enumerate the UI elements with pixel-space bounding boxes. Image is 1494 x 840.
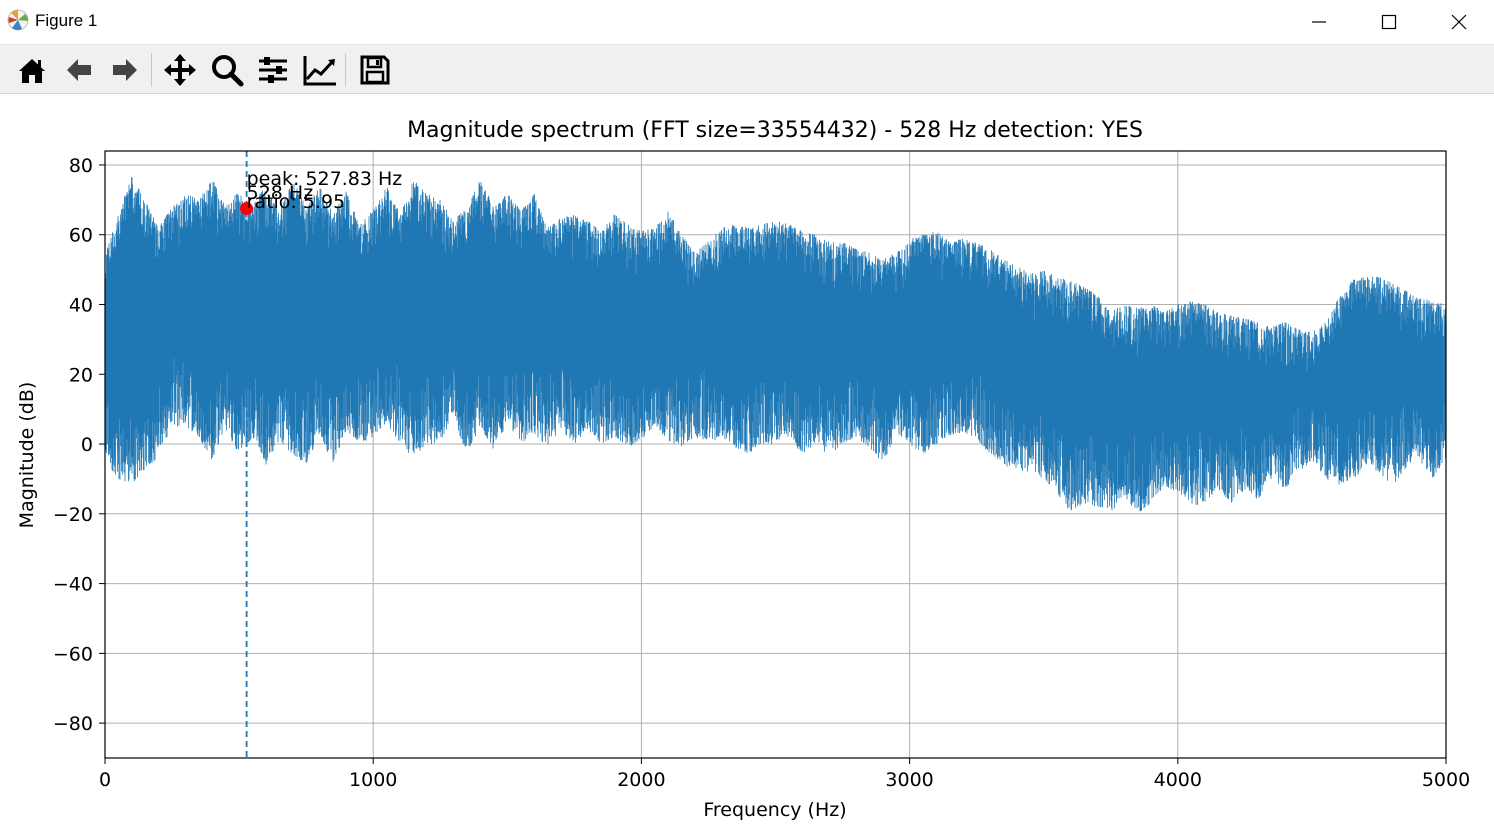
y-tick-label: −20 xyxy=(53,504,93,526)
edit-axis-button[interactable] xyxy=(301,51,339,89)
axis-ticks: 0 1000 2000 3000 4000 5000 80 60 40 20 0 −20 −40 −60 −… xyxy=(53,155,1470,791)
x-tick-label: 4000 xyxy=(1154,769,1202,791)
y-axis-label: Magnitude (dB) xyxy=(16,382,38,529)
save-icon xyxy=(360,55,390,85)
x-axis-label: Frequency (Hz) xyxy=(703,799,846,821)
move-icon xyxy=(164,54,196,86)
minimize-icon xyxy=(1312,21,1326,23)
line-chart-icon xyxy=(303,56,336,86)
line-label-annotation: 528 Hz xyxy=(247,182,314,204)
axes-frame xyxy=(104,150,1447,759)
home-button[interactable] xyxy=(13,51,51,89)
toolbar-separator xyxy=(345,53,346,87)
ratio-annotation: ratio: 5.95 xyxy=(247,191,346,213)
y-tick-label: 80 xyxy=(69,155,93,177)
navigation-toolbar xyxy=(0,45,1494,94)
peak-marker xyxy=(240,202,254,216)
close-icon xyxy=(1451,14,1467,30)
x-tick-label: 3000 xyxy=(885,769,933,791)
maximize-icon xyxy=(1381,14,1397,30)
x-tick-label: 1000 xyxy=(349,769,397,791)
close-button[interactable] xyxy=(1424,0,1494,44)
configure-subplots-button[interactable] xyxy=(254,51,292,89)
y-tick-label: 0 xyxy=(81,434,93,456)
peak-annotation: peak: 527.83 Hz xyxy=(247,168,403,190)
y-tick-label: 60 xyxy=(69,225,93,247)
forward-button[interactable] xyxy=(106,51,144,89)
y-tick-label: 40 xyxy=(69,294,93,316)
matplotlib-logo-icon xyxy=(7,9,29,31)
zoom-button[interactable] xyxy=(208,51,246,89)
toolbar-separator xyxy=(151,53,152,87)
y-tick-label: 20 xyxy=(69,364,93,386)
minimize-button[interactable] xyxy=(1284,0,1354,44)
maximize-button[interactable] xyxy=(1354,0,1424,44)
home-icon xyxy=(19,59,45,83)
back-button[interactable] xyxy=(60,51,98,89)
y-tick-label: −40 xyxy=(53,574,93,596)
x-tick-label: 5000 xyxy=(1422,769,1470,791)
chart-title: Magnitude spectrum (FFT size=33554432) -… xyxy=(407,118,1143,143)
y-tick-label: −80 xyxy=(53,713,93,735)
x-tick-label: 2000 xyxy=(617,769,665,791)
pan-button[interactable] xyxy=(161,51,199,89)
window-title: Figure 1 xyxy=(35,11,98,30)
save-button[interactable] xyxy=(356,51,394,89)
window-title-bar: Figure 1 xyxy=(0,0,1494,45)
y-tick-label: −60 xyxy=(53,643,93,665)
forward-arrow-icon xyxy=(113,59,137,81)
x-tick-label: 0 xyxy=(99,769,111,791)
spectrum-figure[interactable]: Magnitude spectrum (FFT size=33554432) -… xyxy=(0,94,1494,840)
back-arrow-icon xyxy=(67,59,91,81)
sliders-icon xyxy=(259,57,287,83)
zoom-icon xyxy=(212,55,244,87)
